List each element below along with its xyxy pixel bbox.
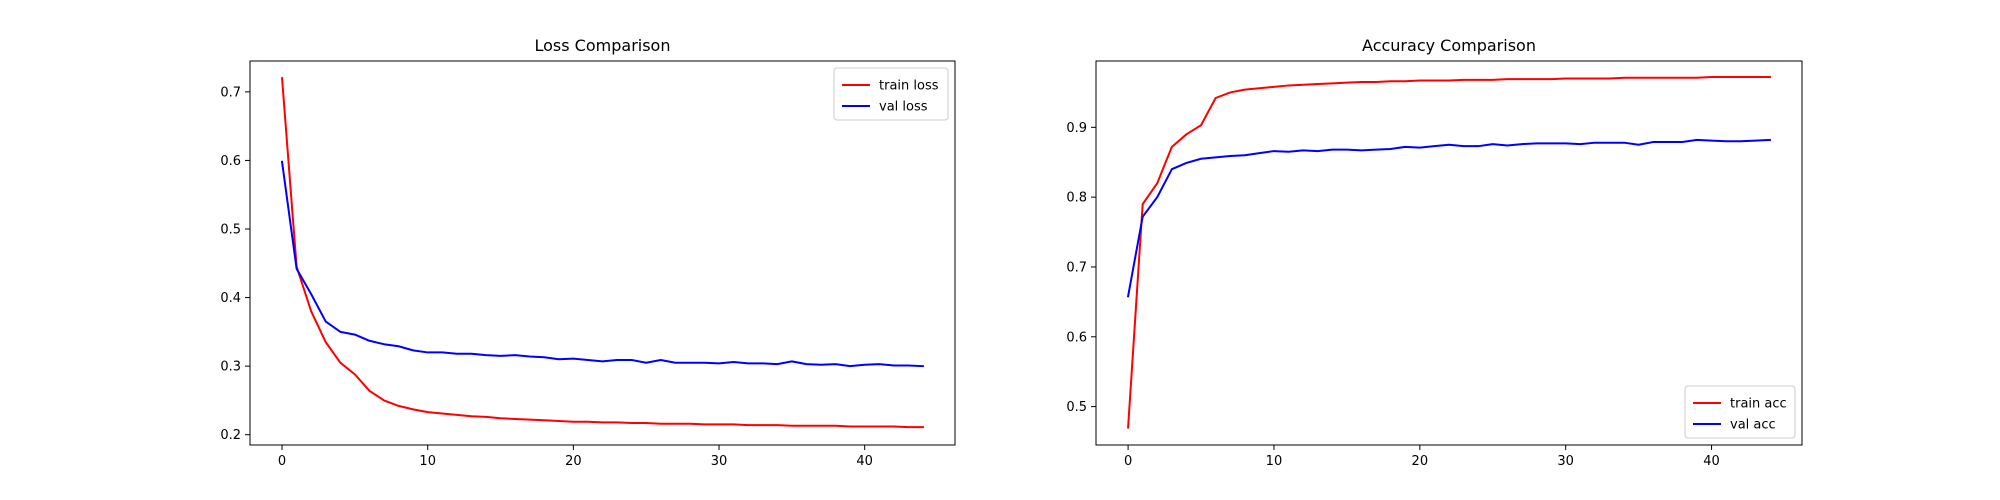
x-tick-label: 10 — [1266, 454, 1283, 469]
y-tick-label: 0.6 — [1066, 330, 1087, 345]
chart-title: Accuracy Comparison — [1362, 36, 1536, 55]
series-line-val-acc — [1126, 138, 1771, 298]
axes-frame — [1095, 60, 1803, 446]
chart-title: Loss Comparison — [535, 36, 671, 55]
legend-label: train acc — [1730, 397, 1787, 412]
x-tick-label: 30 — [711, 454, 728, 469]
x-tick-label: 10 — [419, 454, 436, 469]
x-tick-label: 40 — [1703, 454, 1720, 469]
legend: train loss val loss — [833, 67, 949, 121]
x-tick-label: 20 — [1412, 454, 1429, 469]
y-tick-label: 0.5 — [220, 223, 241, 238]
legend: train acc val acc — [1684, 385, 1796, 439]
x-tick-label: 0 — [278, 454, 286, 469]
series-line-train-loss — [280, 77, 924, 429]
x-tick-label: 0 — [1124, 454, 1132, 469]
legend-label: val acc — [1730, 418, 1776, 433]
y-tick-label: 0.5 — [1066, 400, 1087, 415]
y-tick-label: 0.3 — [220, 360, 241, 375]
series-line-train-acc — [1127, 76, 1771, 429]
x-tick-label: 30 — [1557, 454, 1574, 469]
y-tick-label: 0.7 — [1066, 260, 1087, 275]
y-tick-label: 0.6 — [220, 154, 241, 169]
y-tick-label: 0.8 — [1066, 191, 1087, 206]
x-tick-label: 20 — [565, 454, 582, 469]
series-line-val-loss — [280, 160, 924, 368]
legend-label: val loss — [879, 100, 928, 115]
axes-frame — [249, 60, 956, 446]
accuracy-chart: Accuracy Comparison 0 10 20 30 40 0.5 0.6 0.7 0.8… — [1066, 36, 1803, 469]
legend-label: train loss — [879, 79, 939, 94]
y-tick-label: 0.2 — [220, 428, 241, 443]
loss-chart: Loss Comparison 0 10 20 30 40 0.2 0.3 0.4 0.5 0.6 0… — [220, 36, 956, 469]
y-tick-label: 0.9 — [1066, 121, 1087, 136]
y-tick-label: 0.7 — [220, 85, 241, 100]
x-tick-label: 40 — [856, 454, 873, 469]
y-tick-label: 0.4 — [220, 291, 241, 306]
